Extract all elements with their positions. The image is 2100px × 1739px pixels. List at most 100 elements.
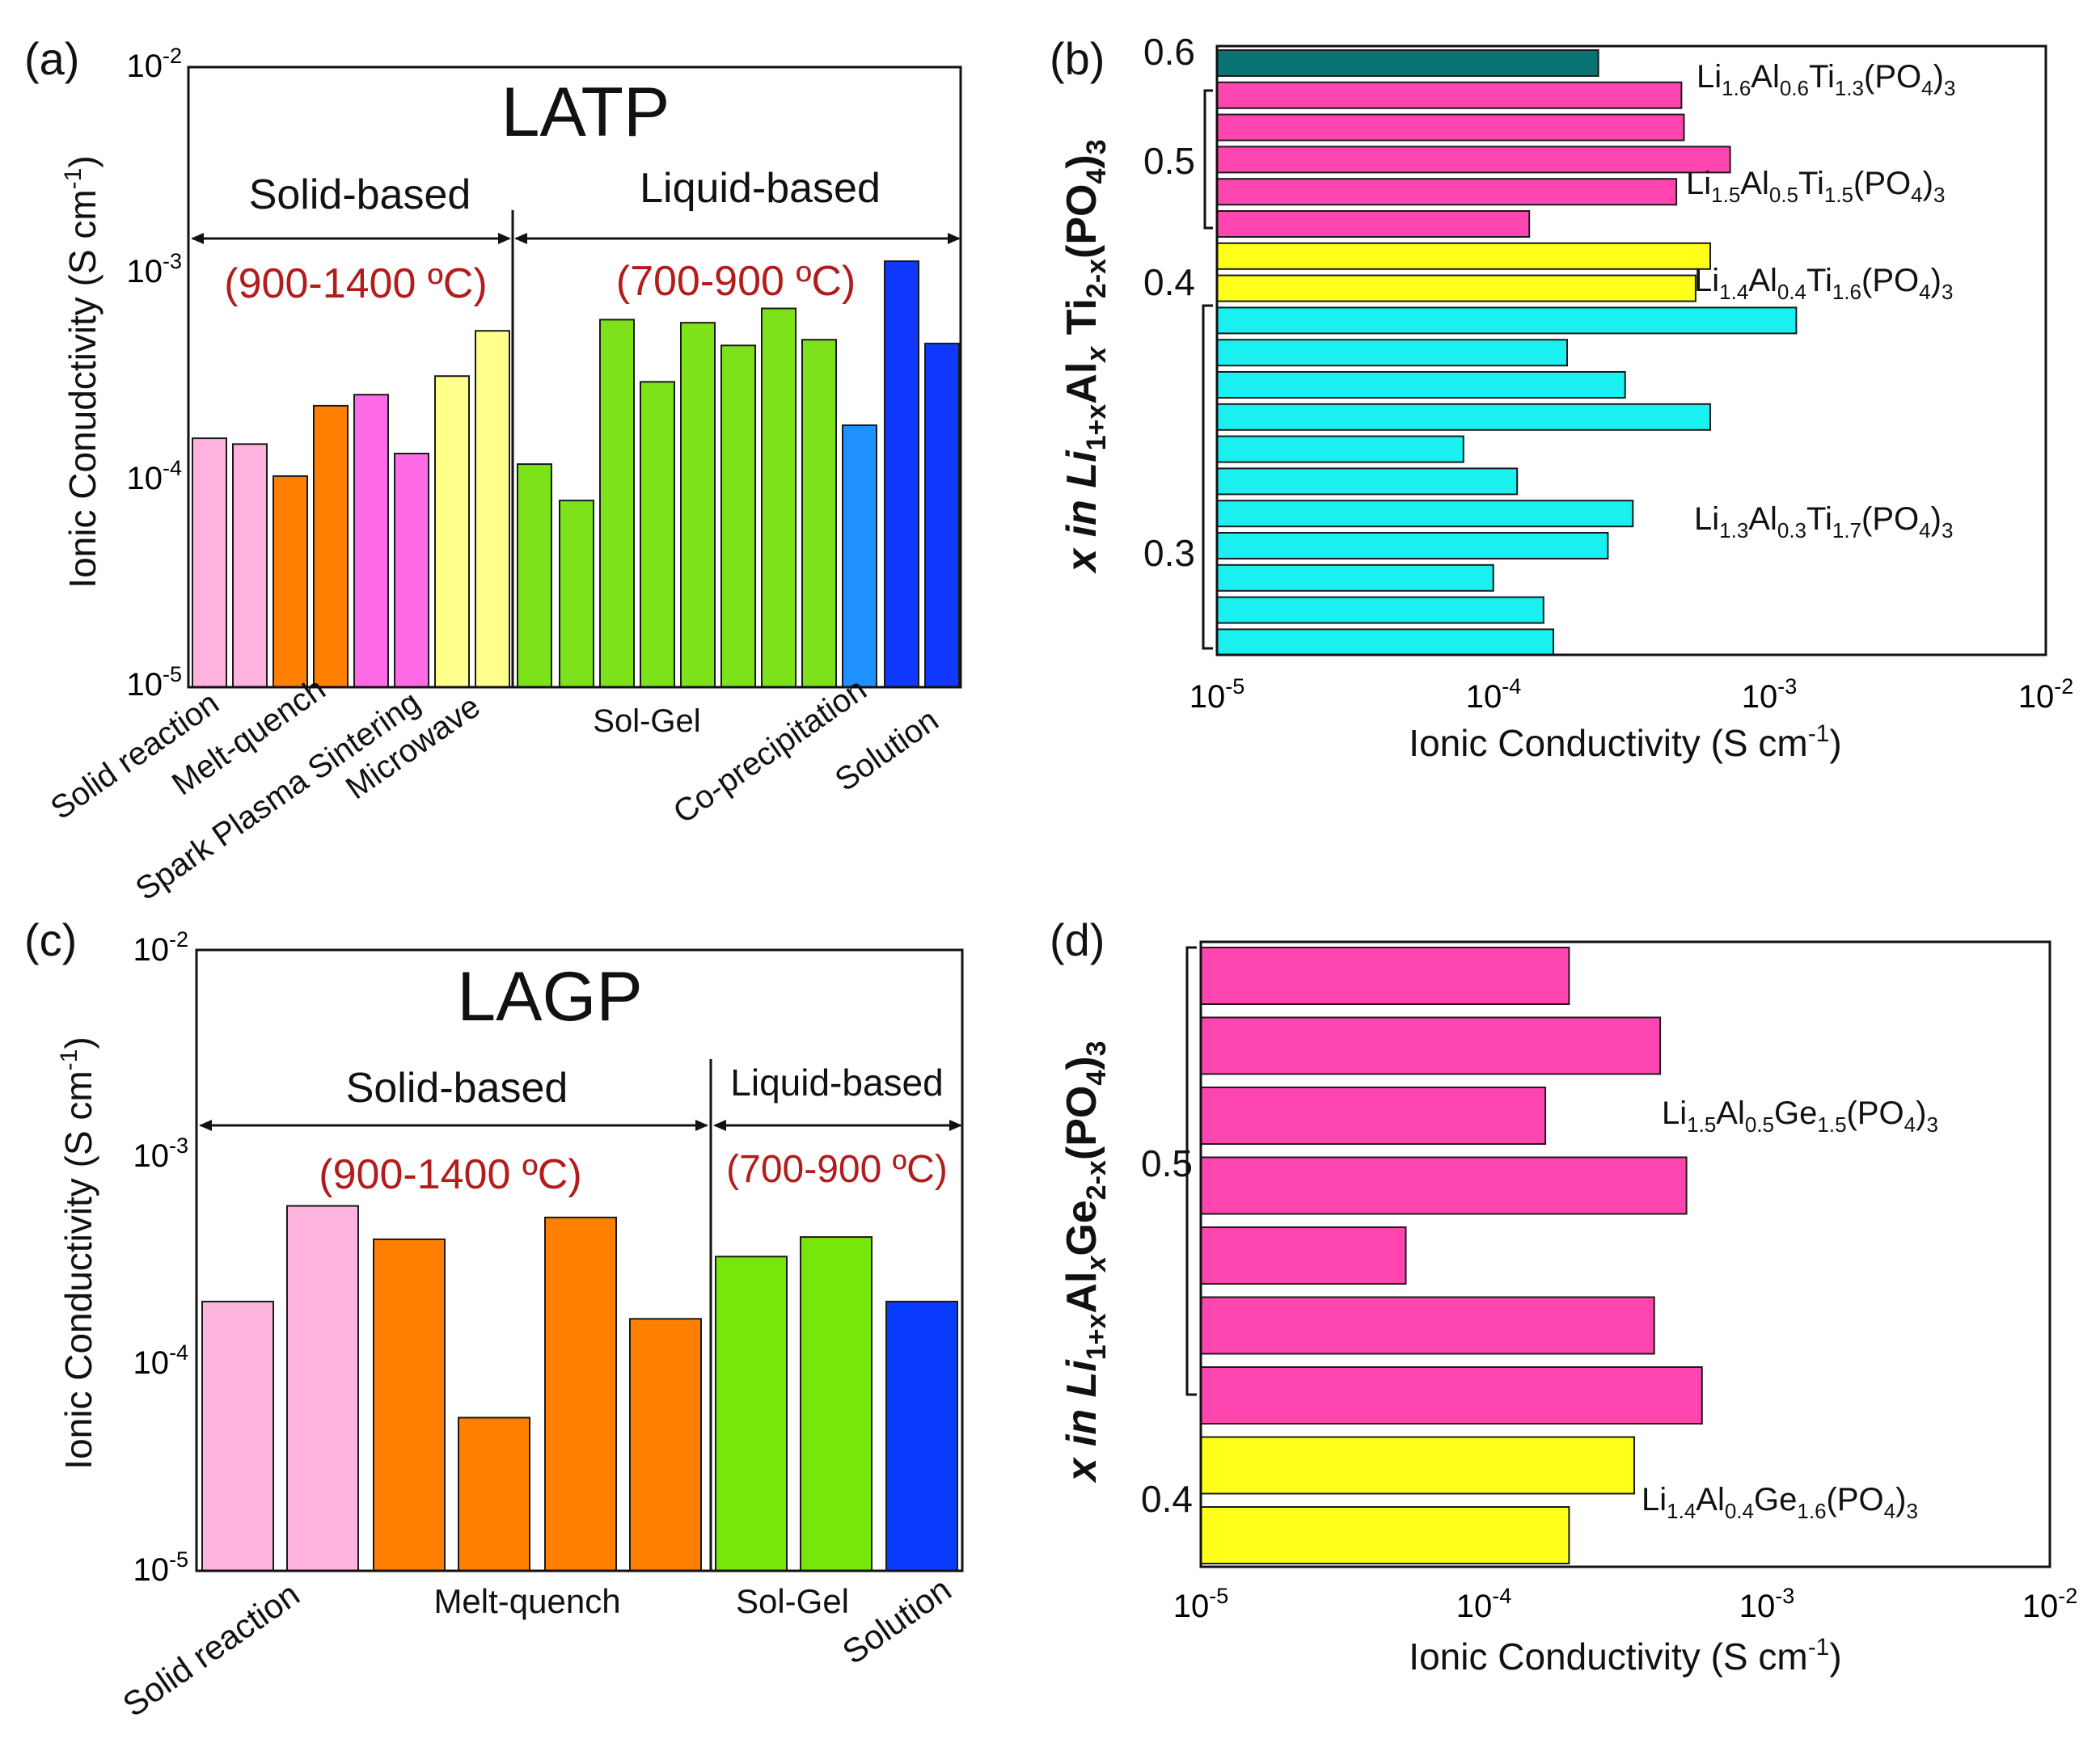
panel-b-bar (1216, 242, 1711, 270)
panel-a-bars (192, 260, 960, 689)
panel-b-bar (1216, 435, 1464, 463)
panel-d-bar (1200, 1087, 1547, 1145)
panel-a-label: (a) (24, 33, 79, 84)
panel-d-bar (1200, 1296, 1655, 1355)
panel-b-composition: Li1.6Al0.6Ti1.3(PO4)3 (1696, 59, 1955, 100)
panel-a-bar (394, 453, 429, 688)
panel-d-bracket (1185, 946, 1197, 1396)
panel-a-bar (192, 437, 227, 688)
panel-a-bar (475, 330, 510, 688)
panel-c-temp-liquid: (700-900 ºC) (726, 1148, 948, 1191)
panel-c-region-solid: Solid-based (346, 1065, 568, 1112)
panel-b-ytick: 0.6 (1143, 31, 1195, 73)
panel-c-bar (201, 1300, 274, 1572)
panel-d-ytick: 0.5 (1141, 1142, 1193, 1184)
panel-a-ylabel: Ionic Conudctivity (S cm-1) (60, 155, 104, 588)
panel-b-composition: Li1.4Al0.4Ti1.6(PO4)3 (1694, 263, 1953, 304)
panel-d-xtick: 10-3 (1739, 1584, 1795, 1624)
panel-b-xlabel: Ionic Conductivity (S cm-1) (1409, 720, 1841, 764)
panel-d-composition: Li1.5Al0.5Ge1.5(PO4)3 (1662, 1095, 1938, 1137)
panel-a-bar (924, 342, 960, 688)
panel-c-yticks: 10-2 10-3 10-4 10-5 (133, 927, 188, 1588)
panel-a-temp-solid: (900-1400 ºC) (224, 260, 487, 307)
panel-a-ytick: 10-4 (126, 456, 182, 496)
panel-d-plot-frame (1199, 940, 2051, 1568)
panel-a-bar (313, 404, 349, 688)
panel-a-ytick: 10-5 (126, 662, 182, 703)
panel-b-xtick: 10-2 (2018, 674, 2074, 715)
panel-a-bar (801, 339, 837, 688)
panel-c-ytick: 10-3 (133, 1133, 188, 1174)
panel-a-title: LATP (501, 74, 670, 151)
panel-b-bars (1216, 49, 1798, 656)
panel-b-ytick: 0.4 (1143, 261, 1195, 303)
panel-b-bar (1216, 563, 1494, 592)
panel-d-xtick: 10-5 (1173, 1584, 1229, 1624)
panel-c-bar (458, 1416, 530, 1572)
panel-a-region-solid: Solid-based (249, 171, 471, 218)
panel-d-bar (1200, 1506, 1570, 1564)
panel-b-bar (1216, 210, 1531, 238)
panel-b-bar (1216, 371, 1626, 399)
panel-b-bar (1216, 532, 1609, 559)
panel-b-plot-frame (1215, 44, 2047, 656)
panel-a-bar (884, 260, 919, 689)
panel-a-bar (353, 394, 389, 688)
panel-d-xtick: 10-2 (2022, 1584, 2078, 1624)
panel-c-title: LAGP (457, 958, 642, 1036)
panel-b-label: (b) (1050, 33, 1105, 84)
panel-d-xlabel: Ionic Conductivity (S cm-1) (1409, 1634, 1841, 1678)
panel-b-bar (1216, 596, 1544, 624)
panel-c-ylabel: Ionic Conductivity (S cm-1) (56, 1036, 99, 1469)
panel-a-temp-liquid: (700-900 ºC) (616, 258, 856, 305)
panel-d-ytick: 0.4 (1141, 1478, 1193, 1520)
panel-d-bar (1200, 947, 1570, 1005)
panel-a-bar (273, 475, 308, 689)
panel-a-bar (559, 500, 594, 688)
panel-b-bar (1216, 146, 1731, 174)
panel-c-category-label: Sol-Gel (736, 1582, 849, 1620)
panel-b-chart: (b) 0.6 0.5 0.4 0.3 10-5 10-4 10-3 10-2 … (1050, 31, 2073, 764)
panel-b-bar (1216, 500, 1634, 528)
panel-c-bar (544, 1216, 617, 1572)
panel-b-bar (1216, 178, 1678, 206)
panel-b-ylabel: x in Li1+xAlx Ti2-x(PO4)3 (1058, 139, 1112, 574)
panel-a-bar (434, 375, 470, 688)
panel-a-bar (680, 322, 716, 688)
panel-c-temp-solid: (900-1400 ºC) (319, 1151, 581, 1198)
panel-b-bar (1216, 113, 1685, 141)
panel-d-composition: Li1.4Al0.4Ge1.6(PO4)3 (1642, 1482, 1918, 1523)
panel-b-bracket (1202, 304, 1213, 650)
panel-c-bar (629, 1318, 702, 1572)
panel-a-bar (761, 307, 796, 688)
panel-a-ytick: 10-2 (126, 44, 182, 84)
panel-b-composition: Li1.3Al0.3Ti1.7(PO4)3 (1694, 501, 1953, 542)
panel-a-bar (640, 381, 675, 688)
panel-b-bracket (1203, 89, 1213, 230)
panel-a-category-label: Sol-Gel (593, 703, 700, 739)
panel-a-bar (720, 344, 756, 688)
panel-b-xticks: 10-5 10-4 10-3 10-2 (1189, 674, 2074, 715)
panel-d-bar (1200, 1436, 1635, 1495)
panel-c-bar (715, 1256, 788, 1572)
panel-d-bars (1200, 947, 1703, 1564)
panel-b-bar (1216, 467, 1519, 496)
panel-c-ytick: 10-4 (133, 1340, 188, 1381)
panel-d-ylabel: x in Li1+xAlxGe2-x(PO4)3 (1058, 1041, 1112, 1484)
panel-a-ytick: 10-3 (126, 249, 182, 289)
panel-c-bar (800, 1236, 873, 1572)
panel-c-region-liquid: Liquid-based (730, 1062, 943, 1104)
panel-c-bar (373, 1238, 446, 1572)
panel-b-bar (1216, 339, 1568, 367)
panel-c-category-label: Melt-quench (433, 1582, 620, 1620)
panel-b-ytick: 0.3 (1143, 532, 1195, 574)
panel-d-bar (1200, 1016, 1662, 1075)
panel-d-label: (d) (1050, 914, 1105, 965)
panel-d-bar (1200, 1226, 1407, 1285)
panel-d-bar (1200, 1366, 1703, 1425)
panel-b-bar (1216, 49, 1599, 77)
panel-a-bar (232, 443, 268, 688)
panel-a-bar (842, 424, 877, 688)
panel-c-ytick: 10-2 (133, 927, 188, 968)
panel-c-bars (201, 1205, 958, 1572)
